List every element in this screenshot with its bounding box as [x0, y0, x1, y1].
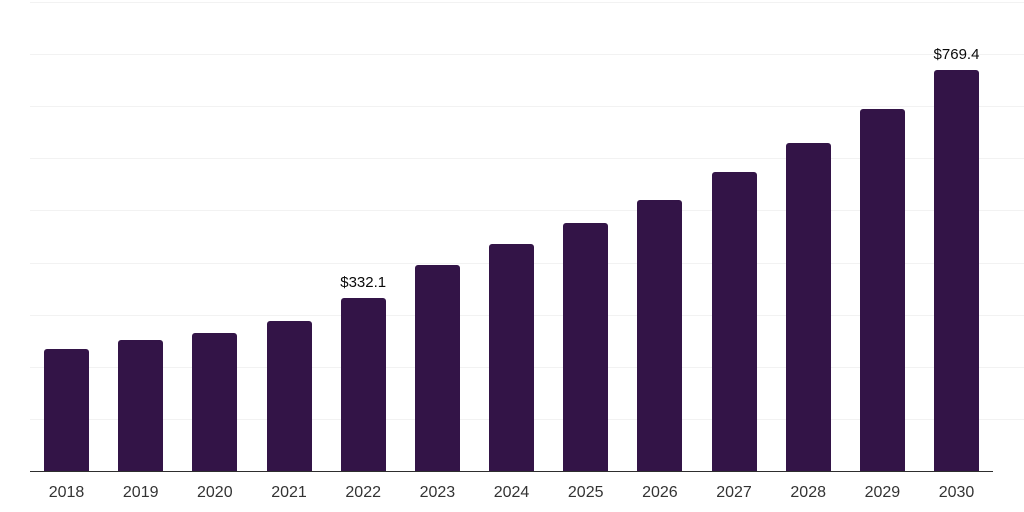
- bar-2028: [785, 142, 831, 471]
- value-label-2022: $332.1: [340, 273, 387, 291]
- bar-2019: [118, 340, 164, 471]
- x-tick-label-2018: 2018: [48, 484, 85, 501]
- x-tick-label-2029: 2029: [864, 484, 901, 501]
- gridline: [30, 2, 1024, 3]
- bar-2021: [266, 321, 312, 471]
- gridline: [30, 158, 1024, 160]
- x-tick-label-2024: 2024: [493, 484, 530, 501]
- bar-2024: [489, 243, 534, 471]
- bar-2018: [44, 349, 89, 471]
- x-tick-label-2025: 2025: [567, 484, 604, 501]
- x-tick-label-2023: 2023: [419, 484, 456, 501]
- bar-2025: [563, 222, 609, 471]
- x-tick-label-2020: 2020: [197, 484, 233, 501]
- x-tick-label-2027: 2027: [716, 484, 752, 501]
- gridline: [30, 106, 1024, 108]
- x-tick-label-2026: 2026: [642, 484, 678, 501]
- x-tick-label-2028: 2028: [790, 484, 826, 501]
- gridline: [30, 210, 1024, 212]
- x-tick-label-2030: 2030: [938, 484, 975, 501]
- x-tick-label-2021: 2021: [271, 484, 307, 501]
- bar-2026: [637, 199, 683, 471]
- bar-2020: [192, 333, 238, 471]
- bar-2029: [859, 108, 905, 471]
- x-tick-label-2022: 2022: [345, 484, 381, 501]
- bar-2022: [340, 297, 386, 471]
- x-axis-line: [30, 470, 993, 472]
- gridline: [30, 54, 1024, 56]
- bar-2027: [711, 172, 757, 471]
- bar-2023: [414, 264, 460, 471]
- bar-2030: [934, 70, 979, 471]
- x-tick-label-2019: 2019: [122, 484, 159, 501]
- value-label-2030: $769.4: [933, 46, 980, 64]
